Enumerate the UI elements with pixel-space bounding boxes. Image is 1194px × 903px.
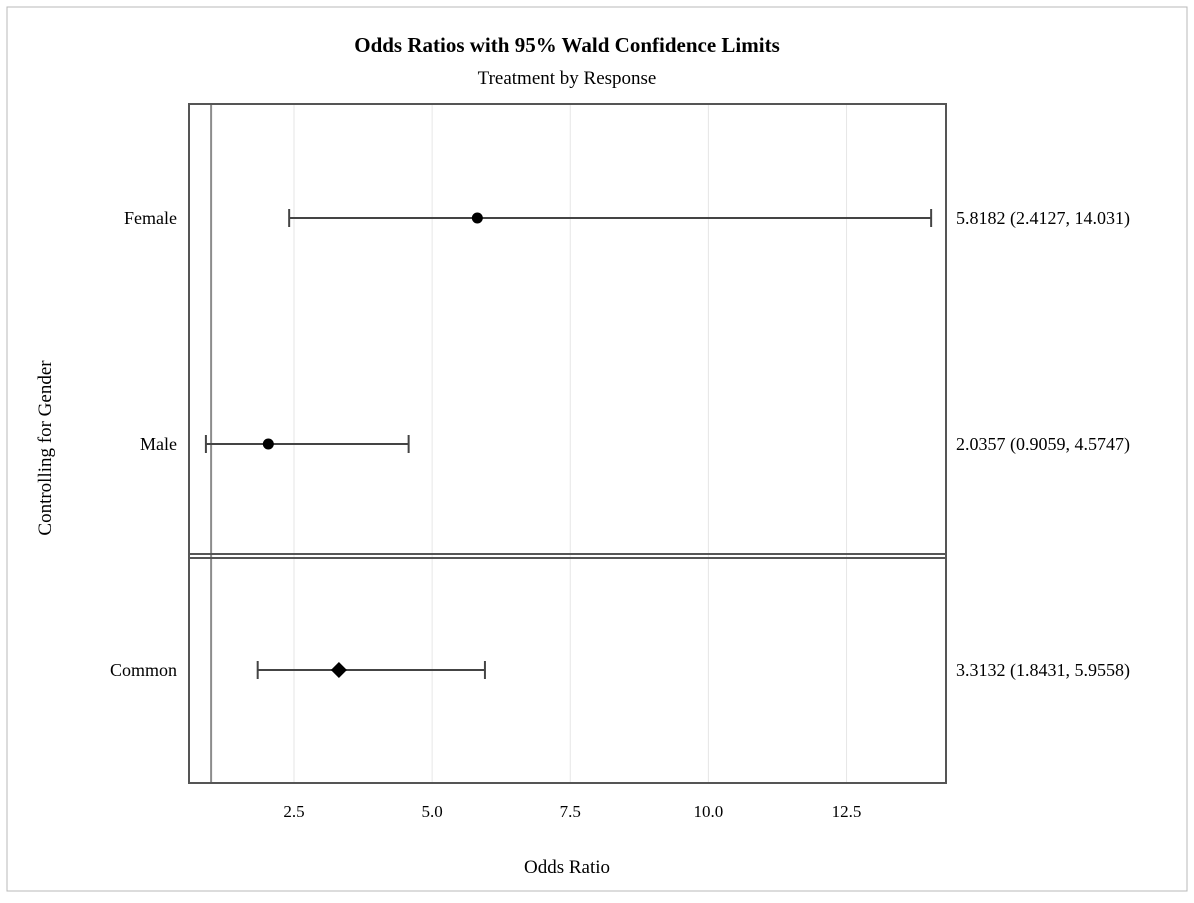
ci-annotation: 2.0357 (0.9059, 4.5747)	[956, 434, 1130, 455]
estimate-diamond	[330, 662, 347, 678]
y-category-label: Male	[140, 434, 177, 454]
annotation-labels: 5.8182 (2.4127, 14.031) 2.0357 (0.9059, 4…	[956, 208, 1130, 681]
x-tick-label: 7.5	[560, 802, 581, 821]
ci-annotation: 5.8182 (2.4127, 14.031)	[956, 208, 1130, 229]
y-axis-label: Controlling for Gender	[35, 360, 56, 536]
ci-annotation: 3.3132 (1.8431, 5.9558)	[956, 660, 1130, 681]
x-tick-label: 12.5	[832, 802, 862, 821]
y-category-label: Female	[124, 208, 177, 228]
estimate-point	[262, 438, 274, 450]
chart-subtitle: Treatment by Response	[478, 68, 657, 89]
x-tick-labels: 2.5 5.0 7.5 10.0 12.5	[283, 802, 861, 821]
x-axis-label: Odds Ratio	[524, 857, 610, 878]
x-tick-label: 5.0	[421, 802, 442, 821]
x-tick-label: 2.5	[283, 802, 304, 821]
x-tick-label: 10.0	[694, 802, 724, 821]
y-category-label: Common	[110, 660, 177, 680]
chart-title: Odds Ratios with 95% Wald Confidence Lim…	[354, 33, 780, 57]
estimate-point	[471, 212, 483, 224]
plot-frame	[188, 103, 947, 784]
marks-layer	[204, 209, 933, 679]
outer-border	[6, 6, 1188, 892]
plot-frame-rect	[188, 103, 947, 784]
y-category-labels: Female Male Common	[110, 208, 177, 680]
